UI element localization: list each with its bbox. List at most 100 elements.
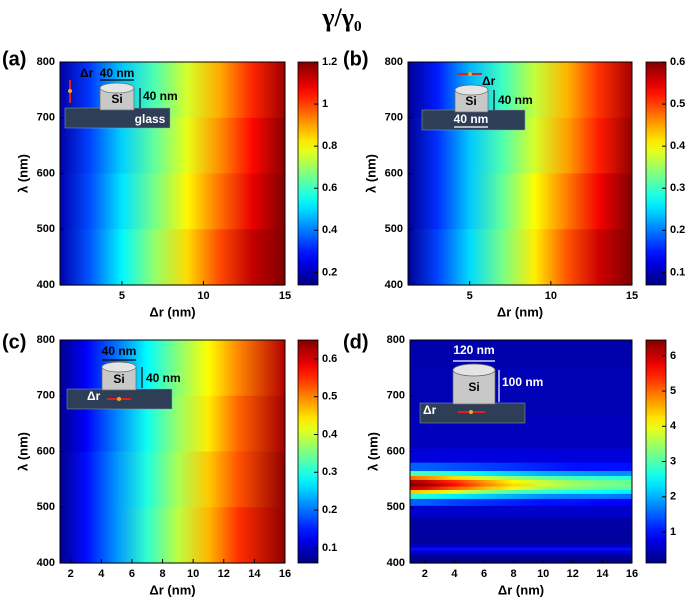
colorbar-tick-label: 0.4 (322, 224, 338, 236)
y-tick-label: 800 (385, 56, 403, 68)
colorbar-tick-label: 0.8 (322, 140, 337, 152)
colorbar-tick-label: 0.6 (322, 182, 337, 194)
y-axis-label: λ (nm) (15, 432, 30, 471)
colorbar-tick-label: 1 (322, 98, 328, 110)
y-tick-label: 400 (387, 557, 405, 569)
x-tick-label: 12 (567, 568, 579, 580)
y-tick-label: 500 (387, 501, 405, 513)
x-tick-label: 10 (545, 290, 557, 302)
colorbar-tick-label: 0.4 (670, 140, 685, 152)
y-tick-label: 400 (37, 279, 55, 291)
x-tick-label: 15 (279, 290, 291, 302)
annotation: 40 nm (102, 344, 137, 358)
annotation: 120 nm (453, 343, 494, 357)
heatmap-row (410, 493, 632, 500)
heatmap-row (60, 507, 285, 564)
y-tick-label: 600 (387, 445, 405, 457)
heatmap-row (60, 173, 285, 230)
annotation: 40 nm (143, 89, 178, 103)
colorbar-tick-label: 0.6 (322, 353, 337, 365)
x-axis-label: Δr (nm) (497, 304, 543, 319)
annotation: 100 nm (502, 375, 543, 389)
annotation: 40 nm (498, 93, 533, 107)
annotation: Si (465, 94, 476, 108)
colorbar-tick-label: 0.1 (322, 542, 337, 554)
colorbar-tick-label: 3 (670, 455, 676, 467)
annotation: Si (468, 380, 479, 394)
y-tick-label: 500 (37, 501, 55, 513)
x-tick-label: 10 (197, 290, 209, 302)
x-tick-label: 6 (481, 568, 487, 580)
colorbar-tick-label: 4 (670, 420, 677, 432)
y-tick-label: 600 (37, 167, 55, 179)
panel-label: (c) (2, 331, 26, 353)
panel: 5 10 15 400 500 600 700 800 Δr (nm) λ (nm) (b) 0.1 0… (343, 48, 685, 319)
x-tick-label: 12 (218, 568, 230, 580)
colorbar-tick-label: 1 (670, 526, 676, 538)
y-tick-label: 600 (37, 445, 55, 457)
y-axis-label: λ (nm) (15, 154, 30, 193)
colorbar-tick-label: 0.3 (322, 466, 337, 478)
colorbar (645, 61, 667, 286)
y-tick-label: 800 (37, 56, 55, 68)
heatmap-row (60, 340, 285, 397)
heatmap-row (60, 451, 285, 508)
heatmap-row (410, 479, 632, 484)
y-tick-label: 400 (37, 557, 55, 569)
colorbar-tick-label: 1.2 (322, 56, 337, 68)
y-tick-label: 700 (37, 112, 55, 124)
x-tick-label: 16 (626, 568, 638, 580)
heatmap-row (408, 62, 632, 119)
panel: 2 4 6 8 10 12 14 16 400 500 600 700 800 Δr (nm) λ (nm)… (2, 331, 338, 597)
x-tick-label: 10 (187, 568, 199, 580)
heatmap-row (410, 483, 632, 488)
colorbar (297, 61, 319, 286)
y-tick-label: 500 (385, 223, 403, 235)
colorbar-tick-label: 0.5 (322, 391, 337, 403)
heatmap-row (410, 489, 632, 495)
heatmap-row (410, 340, 632, 369)
panel-label: (a) (2, 48, 26, 70)
heatmap-row (410, 560, 632, 564)
y-axis-label: λ (nm) (363, 154, 378, 193)
x-tick-label: 14 (596, 568, 609, 580)
annotation: Δr (423, 403, 437, 417)
annotation: Si (113, 372, 124, 386)
annotation: Si (111, 92, 122, 106)
y-tick-label: 500 (37, 223, 55, 235)
panel-label: (d) (343, 331, 369, 353)
x-tick-label: 15 (626, 290, 638, 302)
heatmap-row (410, 498, 632, 507)
annotation: 40 nm (454, 112, 489, 126)
heatmap-row (410, 543, 632, 549)
colorbar (645, 339, 667, 564)
heatmap-row (410, 486, 632, 491)
x-axis-label: Δr (nm) (149, 582, 195, 597)
colorbar-tick-label: 2 (670, 491, 676, 503)
heatmap-row (410, 476, 632, 481)
heatmap-row (410, 517, 632, 533)
heatmap-row (408, 173, 632, 230)
x-tick-label: 5 (119, 290, 125, 302)
colorbar-tick-label: 0.1 (670, 266, 685, 278)
colorbar-tick-label: 0.4 (322, 428, 338, 440)
heatmap-row (410, 550, 632, 556)
heatmap-row (410, 554, 632, 561)
annotation: glass (135, 112, 166, 126)
y-tick-label: 700 (385, 112, 403, 124)
colorbar-tick-label: 0.2 (322, 504, 337, 516)
heatmap-row (60, 229, 285, 286)
annotation: Δr (87, 389, 101, 403)
heatmap-row (410, 471, 632, 477)
heatmap-row (410, 532, 632, 545)
colorbar-tick-label: 0.3 (670, 182, 685, 194)
panel-label: (b) (343, 48, 369, 70)
annotation: 40 nm (146, 371, 181, 385)
annotation: Δr (482, 74, 496, 88)
y-tick-label: 800 (37, 334, 55, 346)
x-tick-label: 5 (467, 290, 473, 302)
insets: Δr 40 nm Si 40 nm glass Δr Si 40 nm 40 n… (64, 66, 543, 424)
x-tick-label: 2 (422, 568, 428, 580)
heatmap-row (410, 418, 632, 450)
x-tick-label: 6 (129, 568, 135, 580)
